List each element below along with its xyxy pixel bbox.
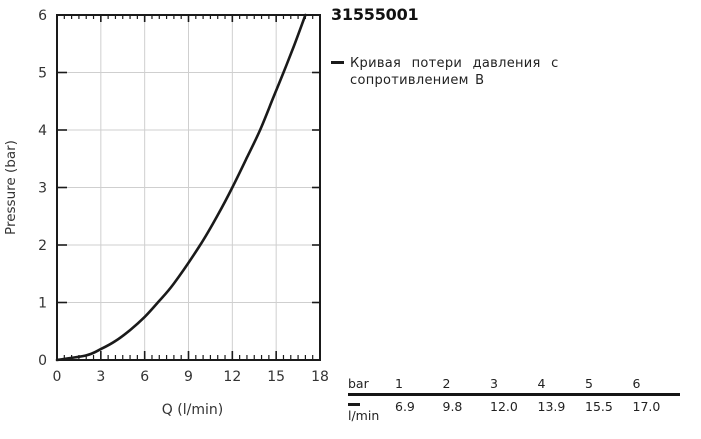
pressure-value: 3: [490, 376, 498, 391]
flow-value: 12.0: [490, 399, 518, 414]
x-tick-label: 15: [267, 369, 285, 385]
product-number-title: 31555001: [331, 5, 419, 24]
pressure-loss-curve: [55, 13, 307, 362]
legend-label-line1: Кривая потери давления с: [350, 56, 559, 71]
legend-line-swatch: [331, 61, 344, 64]
table-unit-cell: l/min: [348, 399, 395, 423]
pressure-value: 6: [632, 376, 641, 391]
pressure-value: 2: [442, 376, 451, 391]
flow-value: 15.5: [585, 399, 613, 414]
y-tick-label: 3: [38, 181, 47, 197]
curve-dash-icon: [348, 403, 360, 406]
flow-value: 9.8: [442, 399, 463, 414]
table-header-row: bar 1 2 3 4 5 6: [348, 376, 680, 396]
x-axis-title: Q (l/min): [162, 402, 223, 418]
legend-label-line2: сопротивлением B: [350, 73, 485, 88]
x-tick-label: 9: [184, 369, 193, 385]
x-tick-label: 0: [53, 369, 62, 385]
y-tick-label: 2: [38, 238, 47, 254]
table-unit-label: l/min: [348, 408, 380, 423]
pressure-value: 4: [537, 376, 546, 391]
x-tick-label: 18: [311, 369, 329, 385]
flow-value: 13.9: [537, 399, 566, 414]
table-data-row: l/min 6.9 9.8 12.0 13.9 15.5 17.0: [348, 396, 680, 423]
y-tick-label: 0: [38, 353, 47, 369]
flow-value: 17.0: [632, 399, 661, 414]
pressure-value: 1: [395, 376, 403, 391]
pressure-value: 5: [585, 376, 593, 391]
y-tick-label: 4: [38, 123, 47, 139]
flow-value: 6.9: [395, 399, 415, 414]
pressure-flow-chart: 0 3 6 9 12 15 18 0 1 2 3 4 5 6 Pressure (bar) Q (l/min): [0, 0, 345, 439]
x-tick-label: 12: [223, 369, 241, 385]
legend-label: Кривая потери давления с сопротивлением …: [350, 55, 562, 89]
x-tick-label: 6: [140, 369, 149, 385]
table-header-bar-label: bar: [348, 376, 369, 391]
y-axis-title: Pressure (bar): [3, 140, 19, 235]
y-tick-label: 5: [38, 66, 47, 82]
x-tick-label: 3: [96, 369, 105, 385]
flow-rate-table: bar 1 2 3 4 5 6 l/min 6.9 9.8 12.0 13.9 15.5 17.0: [348, 376, 680, 423]
y-tick-label: 6: [38, 8, 47, 24]
y-tick-label: 1: [38, 296, 47, 312]
legend: Кривая потери давления с сопротивлением …: [331, 55, 562, 89]
